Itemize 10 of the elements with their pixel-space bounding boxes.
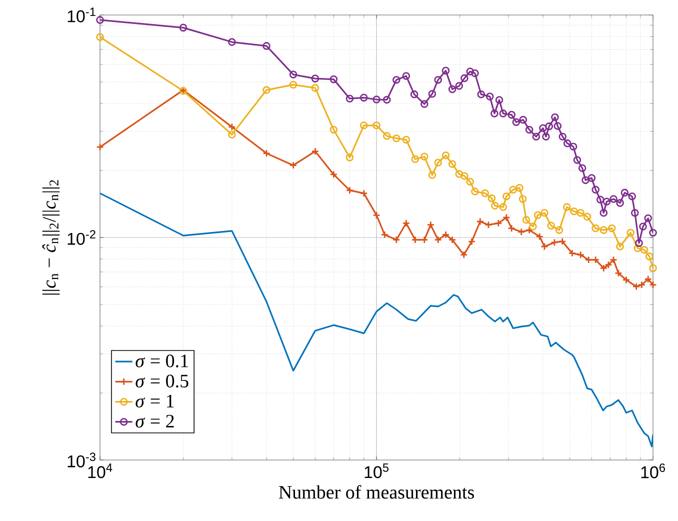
text: ||c$_{n}$ − ĉ$_{n}$||$_{2}$/||c$_{n}$||$_{2}$	[42, 180, 60, 295]
x-tick-label: 10$^{5}$	[364, 464, 389, 478]
legend-label: σ = 0.5	[136, 374, 188, 388]
y-tick-label: 10$^{-1}$	[68, 8, 96, 22]
y-tick-label: 10$^{-2}$	[68, 230, 96, 245]
legend-label: σ = 0.1	[136, 354, 188, 368]
x-axis-title: Number of measurements	[278, 485, 474, 499]
x-tick-label: 10$^{6}$	[641, 464, 666, 478]
legend-label: σ = 2	[136, 414, 174, 428]
legend-label: σ = 1	[136, 394, 174, 408]
